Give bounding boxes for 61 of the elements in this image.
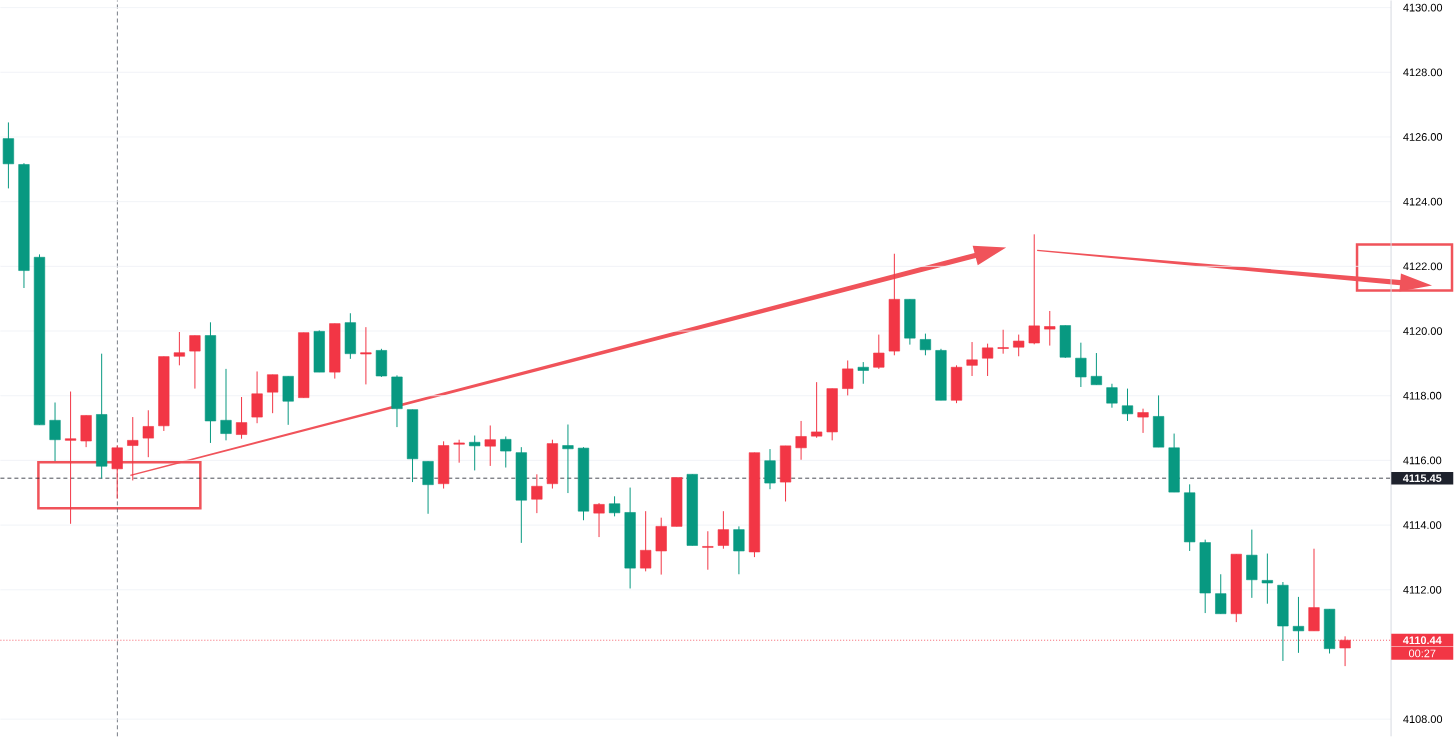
candlestick bbox=[453, 439, 465, 464]
candlestick bbox=[966, 341, 978, 377]
candlestick bbox=[764, 448, 776, 490]
candlestick bbox=[127, 416, 139, 482]
candlestick bbox=[919, 333, 932, 356]
candlestick bbox=[531, 473, 543, 514]
candlestick bbox=[1121, 388, 1134, 422]
candlestick bbox=[1090, 352, 1102, 386]
candlestick bbox=[220, 368, 232, 441]
y-tick-label: 4124.00 bbox=[1403, 197, 1443, 206]
y-tick-label: 4122.00 bbox=[1403, 262, 1443, 271]
candlestick bbox=[608, 495, 621, 517]
candlestick bbox=[857, 361, 869, 385]
candlestick bbox=[982, 343, 994, 377]
y-tick-label: 4130.00 bbox=[1403, 3, 1443, 12]
candlestick bbox=[142, 409, 154, 458]
candlestick bbox=[1261, 553, 1273, 605]
y-tick-label: 4128.00 bbox=[1403, 68, 1443, 77]
candlestick bbox=[640, 510, 652, 572]
candlestick bbox=[360, 326, 372, 385]
candlestick bbox=[1308, 548, 1320, 632]
y-tick-label: 4114.00 bbox=[1403, 521, 1442, 530]
candlestick bbox=[1013, 334, 1025, 357]
ref-line-label: 4115.45 bbox=[1402, 474, 1442, 483]
candlestick bbox=[1106, 383, 1118, 409]
candlestick bbox=[702, 530, 714, 571]
candlestick bbox=[1075, 342, 1087, 388]
candlestick bbox=[111, 445, 123, 500]
candlestick bbox=[997, 329, 1009, 355]
candlestick bbox=[842, 360, 854, 396]
candlestick bbox=[795, 420, 807, 461]
candlestick bbox=[1137, 408, 1149, 434]
candlestick bbox=[189, 335, 201, 390]
y-tick-label: 4118.00 bbox=[1403, 391, 1442, 400]
candlestick bbox=[484, 425, 496, 467]
candlestick bbox=[251, 371, 263, 424]
candlestick bbox=[1292, 596, 1305, 654]
candlestick bbox=[717, 510, 729, 550]
candlestick bbox=[267, 374, 279, 414]
candlestick bbox=[64, 391, 77, 525]
candlestick bbox=[811, 381, 823, 439]
y-tick-label: 4108.00 bbox=[1403, 715, 1443, 724]
candlestick bbox=[49, 402, 61, 462]
candlestick bbox=[873, 334, 885, 370]
candlestick bbox=[562, 424, 574, 494]
candlestick bbox=[1028, 233, 1040, 345]
candlestick bbox=[500, 436, 512, 469]
candlestick bbox=[733, 525, 745, 575]
candlestick bbox=[1044, 310, 1056, 347]
y-tick-label: 4112.00 bbox=[1403, 586, 1442, 594]
text: 00:27 bbox=[1408, 649, 1436, 658]
candlestick bbox=[593, 502, 605, 538]
y-tick-label: 4116.00 bbox=[1403, 456, 1442, 465]
y-tick-label: 4126.00 bbox=[1403, 133, 1443, 141]
ref-line-label: 4110.44 bbox=[1402, 636, 1442, 645]
candlestick bbox=[422, 460, 434, 515]
y-tick-label: 4120.00 bbox=[1403, 327, 1443, 336]
candlestick bbox=[1215, 573, 1227, 615]
candlestick bbox=[469, 435, 481, 472]
candlestick bbox=[173, 331, 185, 366]
candlestick bbox=[235, 396, 248, 440]
